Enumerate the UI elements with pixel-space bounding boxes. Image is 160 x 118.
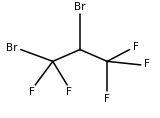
- Text: Br: Br: [6, 43, 18, 53]
- Text: F: F: [66, 87, 72, 97]
- Text: Br: Br: [74, 2, 86, 12]
- Text: F: F: [133, 42, 139, 52]
- Text: F: F: [29, 87, 35, 97]
- Text: F: F: [144, 59, 150, 69]
- Text: F: F: [104, 94, 110, 104]
